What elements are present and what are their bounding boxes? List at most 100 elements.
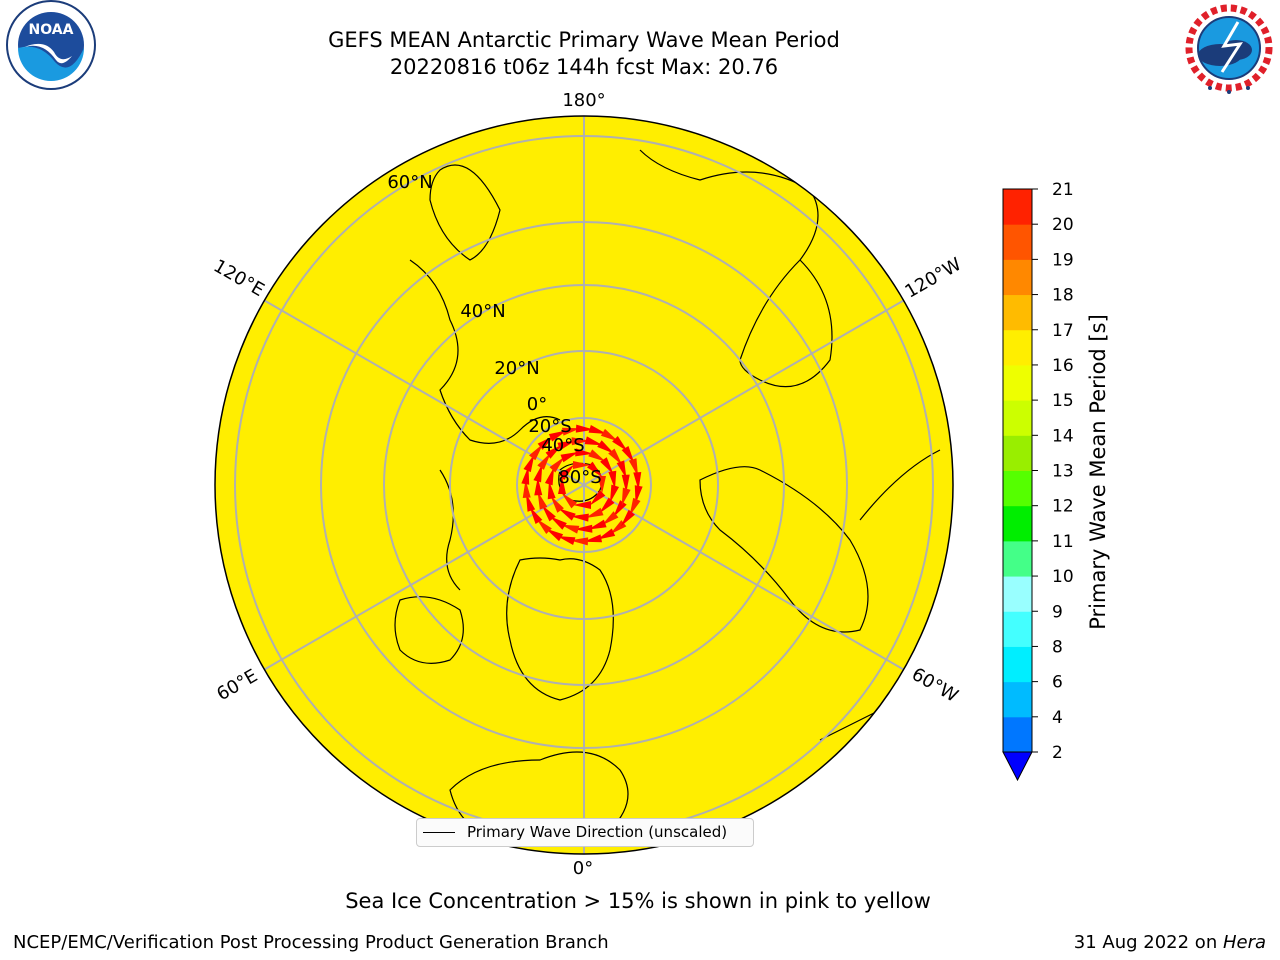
wave-arrow [522,479,531,498]
lon-label-120e: 120°E [210,255,268,301]
colorbar-tick-label: 11 [1052,532,1074,552]
lat-label-80s: 80°S [558,467,601,488]
wave-arrow [550,495,564,513]
colorbar-segment [1003,716,1032,753]
noaa-logo: NOAA [6,0,96,90]
wave-arrow [558,508,576,521]
date-text: 31 Aug 2022 on [1073,932,1223,953]
lon-label-60w: 60°W [908,664,962,707]
colorbar-tick-label: 12 [1052,497,1074,517]
wave-arrow [549,456,565,473]
map-title: GEFS MEAN Antarctic Primary Wave Mean Pe… [328,28,840,52]
colorbar-segment [1003,470,1032,507]
wave-arrow [598,476,606,494]
lat-label-20s: 20°S [528,416,571,437]
colorbar-label: Primary Wave Mean Period [s] [1086,314,1110,630]
colorbar-tick-label: 8 [1052,637,1063,657]
colorbar-tick-label: 18 [1052,286,1074,306]
date-stamp: 31 Aug 2022 on Hera [1074,932,1266,953]
wave-arrow [529,506,543,525]
map-subtitle: 20220816 t06z 144h fcst Max: 20.76 [389,55,779,79]
wave-arrow [574,524,593,533]
lat-label-60n: 60°N [387,172,432,193]
colorbar-segment [1003,400,1032,436]
wave-arrow [608,448,623,466]
wave-arrow [536,518,552,535]
colorbar-tick-label: 21 [1052,180,1074,200]
wave-arrow [608,470,617,490]
lon-label-60e: 60°E [213,665,261,705]
lat-label-20n: 20°N [494,358,539,379]
wave-arrow [537,435,555,450]
colorbar-tick-label: 16 [1052,356,1074,376]
wave-arrow [545,444,563,459]
legend-line-symbol [423,832,455,833]
colorbar-tick-label: 20 [1052,215,1074,235]
nws-logo [1183,2,1275,94]
wave-arrow [558,476,566,494]
colorbar-tick-label: 4 [1052,708,1063,728]
wave-arrow [561,427,581,436]
lat-label-40n: 40°N [460,301,505,322]
map-boundary [214,115,954,855]
credit-text: NCEP/EMC/Verification Post Processing Pr… [13,932,609,953]
coastlines [394,149,941,844]
wave-arrow [589,489,606,506]
colorbar-tick-label: 14 [1052,426,1074,446]
colorbar-tick-label: 15 [1052,391,1074,411]
wave-arrow [588,449,606,462]
colorbar-tick-label: 17 [1052,321,1074,341]
wave-arrow [601,511,619,526]
wave-arrow [525,493,536,512]
wave-arrow [621,474,630,493]
wave-arrow [569,537,589,546]
wave-arrow [621,445,635,464]
wave-arrow [537,452,551,470]
wave-arrow [584,436,604,446]
colorbar-tick-label: 19 [1052,250,1074,270]
wave-arrow [561,492,578,509]
wave-arrow [629,497,641,516]
wave-arrow [558,464,575,481]
wave-arrow [616,460,627,479]
map-legend: Primary Wave Direction (unscaled) [416,818,754,847]
colorbar-segment [1003,540,1032,577]
wave-arrow [537,491,548,510]
wave-arrow [612,435,628,452]
wave-arrow [600,428,619,442]
colorbar-segment [1003,646,1032,683]
colorbar-segment [1003,576,1032,612]
wave-arrow [560,451,579,463]
colorbar-segment [1003,329,1032,366]
wave-arrow [634,485,643,504]
lon-label-180: 180° [562,90,605,111]
wave-arrow [560,524,580,534]
wave-arrow [621,487,631,507]
wave-arrow [570,513,589,522]
wave-arrow [547,480,556,500]
wave-arrow [541,504,556,522]
lat-label-40s: 40°S [541,435,584,456]
wave-arrow [533,463,543,483]
wave-arrow [600,457,614,475]
colorbar-segment [1003,189,1032,225]
wave-arrow [609,484,620,504]
wave-arrow [548,430,567,442]
colorbar-tick-label: 10 [1052,567,1074,587]
colorbar-segment [1003,505,1032,542]
colorbar-segment [1003,611,1032,647]
wave-arrow [534,477,543,496]
wave-arrow [575,448,594,457]
wave-arrow [571,437,590,446]
graticule [234,116,934,854]
colorbar: 2 4 6 8 9 10 11 12 13 14 15 16 17 18 19 20 21 [1002,180,1074,782]
wave-arrow [588,424,607,435]
wave-arrow [599,497,615,514]
wave-arrow [557,440,576,451]
wave-arrow [628,458,639,477]
lat-label-0: 0° [527,394,547,415]
wave-arrow [586,461,603,478]
colorbar-tick-label: 2 [1052,743,1063,763]
wave-arrow [575,424,595,433]
colorbar-under-triangle [1002,751,1033,782]
